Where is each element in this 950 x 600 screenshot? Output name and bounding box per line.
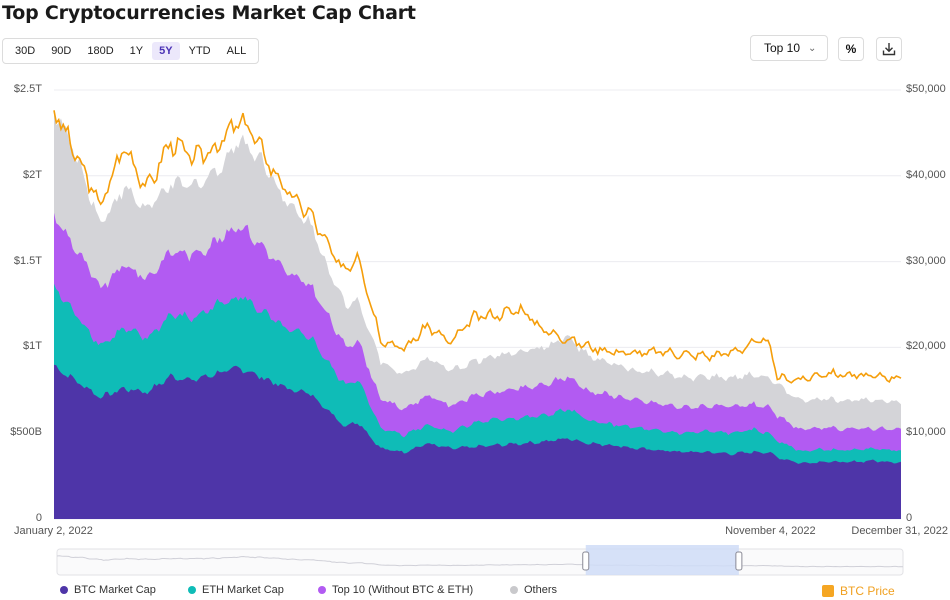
range-30d-button[interactable]: 30D — [15, 45, 36, 57]
range-navigator[interactable] — [56, 545, 904, 576]
x-axis-tick: December 31, 2022 — [851, 525, 948, 537]
navigator-series — [56, 555, 904, 568]
legend-others-swatch — [510, 586, 518, 594]
y-axis-left-tick: $2.5T — [13, 83, 42, 95]
y-axis-left-tick: $1.5T — [13, 254, 42, 267]
y-axis-right-tick: $20,000 — [906, 340, 946, 353]
navigator-handle-right[interactable] — [735, 551, 743, 571]
legend-top10-swatch — [318, 586, 326, 594]
y-axis-left-tick: 0 — [35, 512, 42, 524]
x-axis-tick: November 4, 2022 — [725, 525, 816, 537]
range-5y-button[interactable]: 5Y — [152, 42, 180, 60]
y-axis-right-tick: $50,000 — [906, 83, 946, 95]
btc-price-line — [53, 110, 902, 384]
range-90d-button[interactable]: 90D — [51, 45, 72, 57]
legend-eth[interactable]: ETH Market Cap — [188, 582, 284, 598]
page-title: Top Cryptocurrencies Market Cap Chart — [2, 2, 416, 24]
range-ytd-button[interactable]: YTD — [188, 45, 211, 57]
legend-others-label: Others — [524, 584, 558, 596]
navigator-selection[interactable] — [585, 545, 739, 575]
top-n-select[interactable]: Top 10 ⌄ — [750, 35, 828, 61]
legend-btc[interactable]: BTC Market Cap — [60, 582, 156, 598]
y-axis-left-tick: $500B — [10, 426, 42, 439]
btc-price-swatch — [822, 585, 834, 597]
legend-btc-price[interactable]: BTC Price — [822, 584, 895, 598]
y-axis-left-tick: $1T — [23, 340, 42, 353]
legend-eth-label: ETH Market Cap — [202, 584, 284, 596]
range-1y-button[interactable]: 1Y — [129, 45, 144, 57]
range-180d-button[interactable]: 180D — [87, 45, 114, 57]
y-axis-right-tick: $30,000 — [906, 254, 946, 267]
legend-top10[interactable]: Top 10 (Without BTC & ETH) — [318, 582, 473, 598]
btc-market-cap-area — [54, 364, 901, 519]
legend-eth-swatch — [188, 586, 196, 594]
y-axis-left-tick: $2T — [23, 168, 42, 181]
navigator-handle-left[interactable] — [582, 551, 590, 571]
range-all-button[interactable]: ALL — [226, 45, 247, 57]
legend-others[interactable]: Others — [510, 582, 557, 598]
chevron-down-icon: ⌄ — [808, 42, 817, 54]
top-n-select-value: Top 10 — [764, 41, 801, 55]
y-axis-right-tick: $10,000 — [906, 426, 946, 439]
y-axis-right-tick: 0 — [906, 512, 913, 524]
download-button[interactable] — [876, 37, 902, 61]
watermark-text: TokenInsight — [432, 296, 568, 321]
y-axis-right-tick: $40,000 — [906, 168, 946, 181]
download-icon — [882, 43, 896, 56]
legend-btc-price-label: BTC Price — [840, 584, 895, 598]
x-axis-tick: January 2, 2022 — [14, 525, 93, 537]
navigator-track — [56, 548, 904, 576]
legend-btc-swatch — [60, 586, 68, 594]
legend-btc-label: BTC Market Cap — [74, 584, 156, 596]
percent-toggle-button[interactable]: % — [838, 37, 864, 61]
legend-top10-label: Top 10 (Without BTC & ETH) — [332, 584, 474, 596]
time-range-selector: 30D 90D 180D 1Y 5Y YTD ALL — [2, 38, 260, 64]
